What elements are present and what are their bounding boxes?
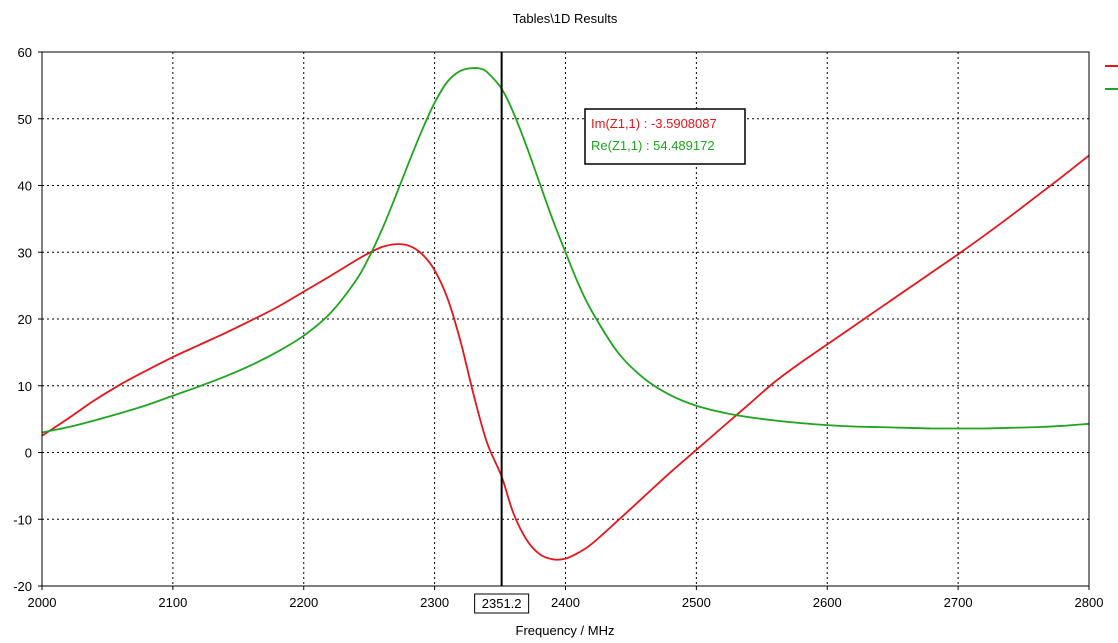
chart-title: Tables\1D Results [513, 11, 618, 26]
x-tick-label: 2000 [28, 595, 57, 610]
y-tick-label: -20 [13, 579, 32, 594]
cursor-x-value: 2351.2 [482, 596, 522, 611]
x-tick-label: 2600 [813, 595, 842, 610]
y-tick-label: 10 [18, 379, 32, 394]
x-axis-label: Frequency / MHz [516, 623, 615, 638]
readout-text-1: Re(Z1,1) : 54.489172 [591, 138, 715, 153]
y-tick-label: 20 [18, 312, 32, 327]
grid-lines [42, 52, 1089, 586]
y-tick-label: 50 [18, 112, 32, 127]
x-tick-label: 2500 [682, 595, 711, 610]
x-tick-label: 2100 [158, 595, 187, 610]
x-tick-label: 2400 [551, 595, 580, 610]
series-line-0 [41, 154, 1090, 561]
y-tick-label: 0 [25, 446, 32, 461]
x-tick-label: 2700 [944, 595, 973, 610]
legend-clipped [1105, 65, 1118, 90]
readout-text-0: Im(Z1,1) : -3.5908087 [591, 116, 717, 131]
series-layer [41, 66, 1090, 561]
x-tick-label: 2800 [1075, 595, 1104, 610]
y-tick-label: -10 [13, 512, 32, 527]
y-tick-label: 40 [18, 179, 32, 194]
y-tick-label: 30 [18, 245, 32, 260]
x-tick-label: 2300 [420, 595, 449, 610]
y-tick-label: 60 [18, 45, 32, 60]
cursor-x-value-box [474, 593, 530, 614]
cursor-marker[interactable]: 2351.2 Im(Z1,1) : -3.5908087 Re(Z1,1) : 54… [474, 52, 746, 614]
axis-ticks: 2000 2100 2200 2300 2400 2500 2600 2700 2800 -20 -… [13, 45, 1103, 610]
x-tick-label: 2200 [289, 595, 318, 610]
series-line-1 [41, 66, 1090, 434]
readout-box [584, 108, 746, 165]
